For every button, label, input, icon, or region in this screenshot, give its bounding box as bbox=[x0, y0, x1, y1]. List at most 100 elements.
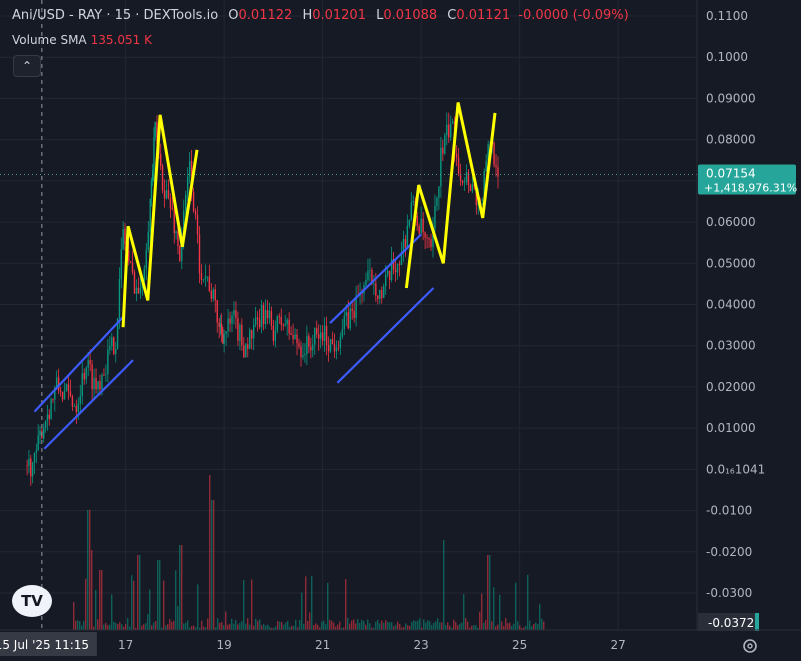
volume-bar bbox=[341, 627, 343, 630]
volume-bar bbox=[121, 624, 123, 630]
close-value: 0.01121 bbox=[456, 8, 511, 23]
candle-body bbox=[493, 142, 495, 166]
candle-body bbox=[39, 430, 41, 436]
volume-bar bbox=[421, 627, 423, 630]
open-value: 0.01122 bbox=[238, 8, 293, 23]
candle-body bbox=[284, 324, 286, 326]
candle-body bbox=[347, 312, 349, 329]
candle-body bbox=[54, 388, 56, 400]
volume-bar bbox=[287, 620, 289, 630]
candle-body bbox=[67, 384, 70, 392]
candle-body bbox=[97, 381, 99, 390]
candle-body bbox=[241, 324, 243, 346]
zigzag-line[interactable] bbox=[121, 114, 199, 328]
candle-body bbox=[122, 228, 124, 250]
candle-body bbox=[448, 124, 450, 138]
symbol-title[interactable]: Ani/USD - RAY · 15 · DEXTools.io bbox=[12, 8, 219, 23]
candle-body bbox=[133, 272, 136, 294]
volume-bar bbox=[105, 622, 107, 630]
candle-body bbox=[77, 403, 80, 412]
candle-body bbox=[312, 344, 314, 351]
candle-body bbox=[118, 279, 121, 319]
volume-bar bbox=[201, 620, 203, 630]
channel-line[interactable] bbox=[336, 287, 435, 384]
candle-body bbox=[325, 325, 328, 346]
crosshair-time-label: 15 Jul '25 11:15 bbox=[0, 638, 89, 652]
price-scale[interactable] bbox=[697, 0, 801, 661]
price-badge-value: 0.07154 bbox=[706, 167, 756, 181]
volume-bar bbox=[335, 626, 337, 630]
candle-body bbox=[48, 414, 50, 419]
volume-bar bbox=[395, 624, 397, 630]
candle-body bbox=[282, 324, 284, 326]
volume-bar bbox=[373, 627, 375, 630]
candle-body bbox=[308, 335, 310, 347]
candle-body bbox=[227, 318, 229, 332]
candle-body bbox=[306, 335, 308, 355]
x-tick-label: 19 bbox=[216, 638, 231, 652]
volume-bar bbox=[535, 622, 537, 630]
candle-body bbox=[188, 160, 191, 177]
candle-body bbox=[276, 316, 279, 331]
candle-body bbox=[455, 153, 458, 158]
scale-bottom-value: -0.0372 bbox=[708, 616, 754, 630]
time-axis[interactable] bbox=[0, 630, 697, 661]
volume-bar bbox=[455, 621, 457, 630]
candle-body bbox=[249, 330, 251, 349]
candle-body bbox=[137, 287, 140, 294]
candle-body bbox=[239, 324, 241, 341]
candle-body bbox=[127, 250, 130, 262]
volume-bar bbox=[405, 623, 407, 630]
zigzag-line[interactable] bbox=[404, 102, 497, 289]
volume-bar bbox=[505, 618, 507, 630]
volume-bar bbox=[511, 625, 513, 630]
volume-bar bbox=[95, 589, 97, 630]
volume-bar bbox=[99, 570, 101, 630]
indicator-value: 135.051 K bbox=[90, 33, 152, 47]
volume-bar bbox=[89, 510, 91, 630]
volume-bar bbox=[215, 627, 217, 630]
volume-bar bbox=[489, 555, 491, 630]
indicator-legend[interactable]: Volume SMA 135.051 K bbox=[12, 33, 152, 47]
candle-body bbox=[147, 232, 149, 250]
channel-line[interactable] bbox=[43, 359, 134, 450]
candle-body bbox=[31, 462, 34, 477]
volume-bar bbox=[189, 627, 191, 630]
collapse-legend-button[interactable]: ⌃ bbox=[13, 55, 41, 77]
volume-bar bbox=[357, 619, 359, 630]
volume-bar bbox=[285, 622, 287, 630]
volume-bar bbox=[491, 621, 493, 630]
candle-body bbox=[475, 187, 478, 206]
volume-bar bbox=[317, 624, 319, 630]
candle-body bbox=[154, 122, 156, 138]
candle-body bbox=[402, 238, 405, 253]
volume-bar bbox=[409, 625, 411, 630]
volume-bar bbox=[193, 625, 195, 630]
candle-body bbox=[214, 289, 216, 301]
candle-body bbox=[351, 308, 353, 311]
volume-bar bbox=[155, 620, 157, 630]
candle-body bbox=[196, 215, 199, 235]
candle-body bbox=[65, 384, 68, 391]
candle-body bbox=[438, 186, 440, 198]
volume-bar bbox=[411, 621, 413, 630]
candle-body bbox=[208, 276, 211, 292]
candle-body bbox=[331, 339, 334, 345]
channel-line[interactable] bbox=[33, 316, 124, 413]
volume-bar bbox=[271, 627, 273, 630]
channel-line[interactable] bbox=[329, 233, 422, 324]
candle-body bbox=[135, 287, 138, 294]
candle-body bbox=[386, 270, 389, 275]
volume-bar bbox=[453, 619, 455, 630]
volume-bar bbox=[521, 627, 523, 630]
high-value: 0.01201 bbox=[312, 8, 366, 23]
gear-icon[interactable] bbox=[740, 636, 760, 656]
candle-body bbox=[254, 317, 257, 325]
candle-body bbox=[381, 289, 383, 299]
volume-bar bbox=[419, 618, 421, 630]
volume-bar bbox=[179, 545, 181, 630]
y-tick-label: 0.02000 bbox=[706, 380, 756, 394]
volume-bar bbox=[441, 622, 443, 630]
